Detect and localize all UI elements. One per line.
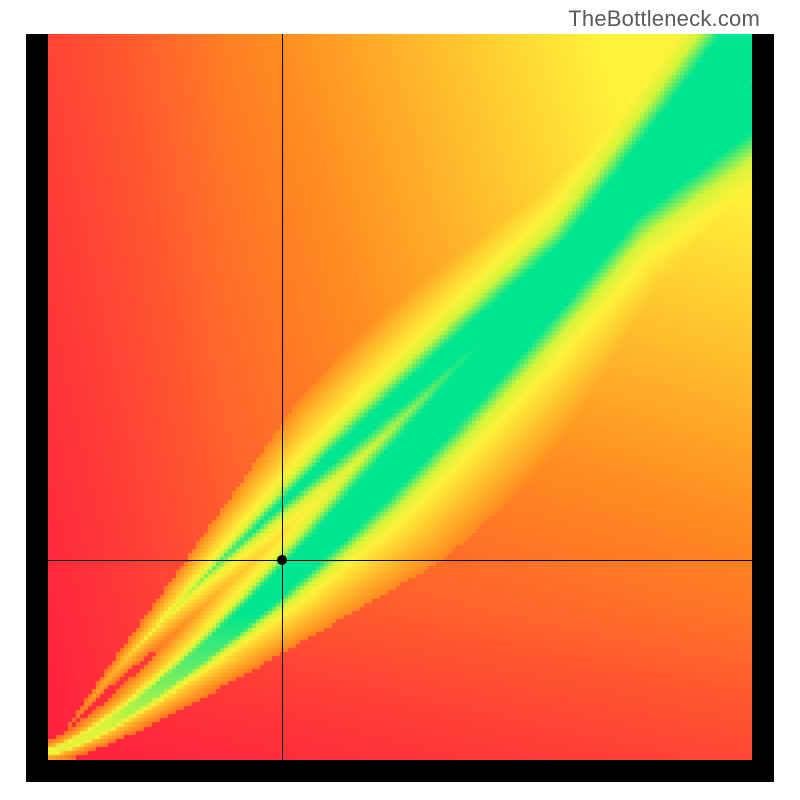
bottleneck-heatmap: [48, 34, 752, 760]
crosshair-horizontal: [48, 560, 752, 561]
frame-right: [752, 34, 774, 782]
watermark-text: TheBottleneck.com: [568, 6, 760, 32]
crosshair-vertical: [282, 34, 283, 760]
chart-container: TheBottleneck.com: [0, 0, 800, 800]
frame-bottom: [26, 760, 774, 782]
frame-left: [26, 34, 48, 782]
